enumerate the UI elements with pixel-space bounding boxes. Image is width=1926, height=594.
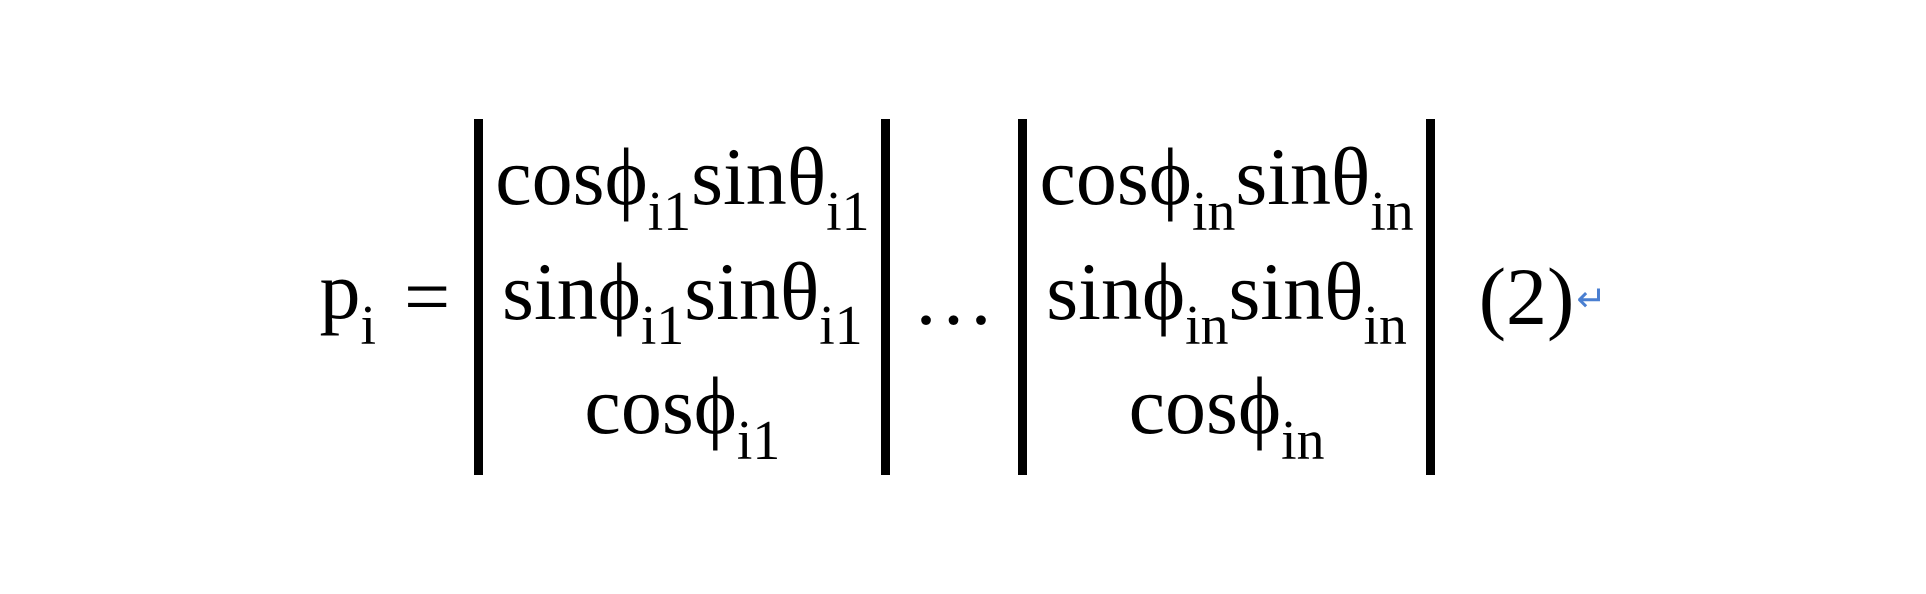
subscript: in xyxy=(1281,410,1324,472)
symbol: ϕ xyxy=(1238,360,1281,451)
equation-lhs: pi = xyxy=(320,244,463,349)
subscript: i1 xyxy=(819,295,862,357)
subscript: in xyxy=(1192,181,1235,243)
matrix-1-content: cosϕi1sinθi1 sinϕi1sinθi1 cosϕi1 xyxy=(487,119,877,475)
subscript: in xyxy=(1370,181,1413,243)
func: sin xyxy=(684,246,780,337)
subscript: i1 xyxy=(737,410,780,472)
func: sin xyxy=(691,131,787,222)
paragraph-mark-icon: ↵ xyxy=(1576,278,1606,320)
func: sin xyxy=(1046,246,1142,337)
matrix-1-row-1: cosϕi1sinθi1 xyxy=(495,125,869,240)
matrix-2: cosϕinsinθin sinϕinsinθin cosϕin xyxy=(1014,119,1438,475)
matrix-2-row-1: cosϕinsinθin xyxy=(1039,125,1413,240)
subscript: i1 xyxy=(648,181,691,243)
func: cos xyxy=(1129,360,1238,451)
symbol: ϕ xyxy=(605,131,648,222)
lhs-subscript: i xyxy=(361,295,377,357)
subscript: i1 xyxy=(641,295,684,357)
matrix-1-row-3: cosϕi1 xyxy=(584,354,780,469)
matrix-2-row-3: cosϕin xyxy=(1129,354,1325,469)
symbol: θ xyxy=(1331,131,1370,222)
matrix-1: cosϕi1sinθi1 sinϕi1sinθi1 cosϕi1 xyxy=(470,119,894,475)
subscript: in xyxy=(1364,295,1407,357)
equation: pi = cosϕi1sinθi1 sinϕi1sinθi1 cosϕi1 … … xyxy=(320,119,1607,475)
matrix-bar-left xyxy=(1018,119,1027,475)
matrix-bar-right xyxy=(1426,119,1435,475)
lhs-var: p xyxy=(320,245,361,336)
matrix-2-row-2: sinϕinsinθin xyxy=(1046,240,1407,355)
func: cos xyxy=(584,360,693,451)
symbol: θ xyxy=(1324,246,1363,337)
matrix-2-content: cosϕinsinθin sinϕinsinθin cosϕin xyxy=(1031,119,1421,475)
symbol: θ xyxy=(780,246,819,337)
matrix-1-row-2: sinϕi1sinθi1 xyxy=(502,240,863,355)
func: sin xyxy=(502,246,598,337)
equation-number: (2) xyxy=(1479,250,1575,344)
func: cos xyxy=(495,131,604,222)
symbol: ϕ xyxy=(598,246,641,337)
equals-sign: = xyxy=(404,250,450,344)
ellipsis: … xyxy=(912,250,996,344)
func: cos xyxy=(1039,131,1148,222)
symbol: ϕ xyxy=(1149,131,1192,222)
func: sin xyxy=(1235,131,1331,222)
func: sin xyxy=(1229,246,1325,337)
lhs-wrap: pi xyxy=(320,244,377,349)
subscript: i1 xyxy=(826,181,869,243)
symbol: ϕ xyxy=(694,360,737,451)
equation-number-wrap: (2) ↵ xyxy=(1447,250,1607,344)
matrix-bar-left xyxy=(474,119,483,475)
matrix-bar-right xyxy=(881,119,890,475)
subscript: in xyxy=(1185,295,1228,357)
symbol: ϕ xyxy=(1142,246,1185,337)
symbol: θ xyxy=(787,131,826,222)
